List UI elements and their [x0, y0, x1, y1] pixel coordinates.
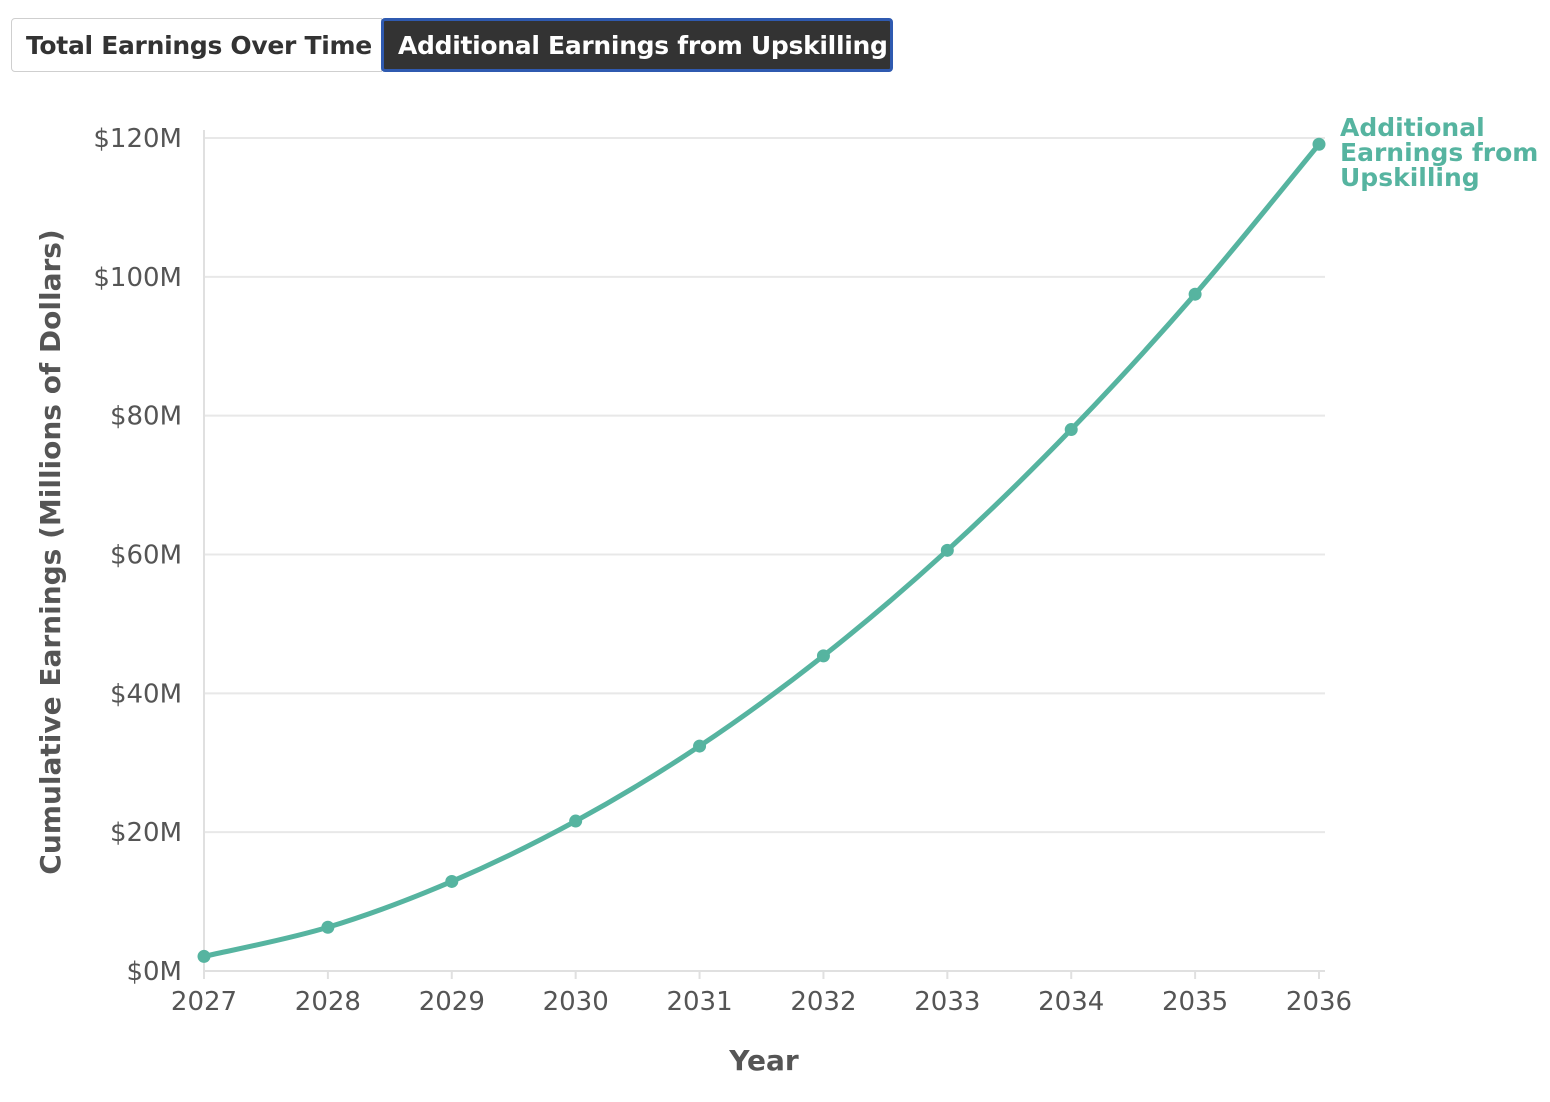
y-tick-label: $120M: [93, 124, 182, 154]
data-point[interactable]: [693, 739, 707, 753]
data-point[interactable]: [1188, 287, 1202, 301]
chart-tabs: Total Earnings Over Time Additional Earn…: [11, 18, 893, 72]
x-tick-label: 2031: [666, 987, 732, 1017]
y-axis-title: Cumulative Earnings (Millions of Dollars…: [34, 229, 67, 874]
data-point[interactable]: [445, 874, 459, 888]
y-tick-label: $80M: [110, 402, 182, 432]
series-label: Additional Earnings from Upskilling: [1340, 113, 1538, 192]
series-label-line: Earnings from: [1340, 138, 1538, 167]
series-label-line: Additional: [1340, 113, 1485, 142]
x-tick-labels: 2027 2028 2029 2030 2031 2032 2033 2034 2035 2036: [171, 971, 1352, 1017]
x-tick-label: 2029: [419, 987, 485, 1017]
x-tick-label: 2028: [295, 987, 361, 1017]
series-label-line: Upskilling: [1340, 163, 1480, 192]
data-point[interactable]: [1312, 137, 1326, 151]
y-tick-labels: $0M $20M $40M $60M $80M $100M $120M: [93, 124, 182, 987]
y-tick-label: $40M: [110, 679, 182, 709]
x-tick-label: 2034: [1038, 987, 1104, 1017]
data-point[interactable]: [1064, 423, 1078, 437]
x-tick-label: 2032: [790, 987, 856, 1017]
grid-lines: [204, 137, 1325, 834]
y-tick-label: $60M: [110, 541, 182, 571]
x-axis-title: Year: [728, 1044, 799, 1077]
series-line: [201, 141, 1322, 959]
x-tick-label: 2033: [914, 987, 980, 1017]
y-tick-label: $20M: [110, 818, 182, 848]
data-point[interactable]: [816, 649, 830, 663]
tab-total-earnings-over-time[interactable]: Total Earnings Over Time: [11, 18, 382, 72]
data-point[interactable]: [940, 543, 954, 557]
tab-additional-earnings-from-upskilling[interactable]: Additional Earnings from Upskilling: [381, 18, 893, 72]
data-point[interactable]: [569, 814, 583, 828]
series-group: [197, 137, 1326, 963]
axes: [203, 130, 1325, 972]
y-tick-label: $0M: [126, 957, 182, 987]
data-point[interactable]: [321, 920, 335, 934]
x-tick-label: 2035: [1162, 987, 1228, 1017]
x-tick-label: 2027: [171, 987, 237, 1017]
y-tick-label: $100M: [93, 263, 182, 293]
x-tick-label: 2030: [543, 987, 609, 1017]
x-tick-label: 2036: [1286, 987, 1352, 1017]
data-point[interactable]: [197, 949, 211, 963]
